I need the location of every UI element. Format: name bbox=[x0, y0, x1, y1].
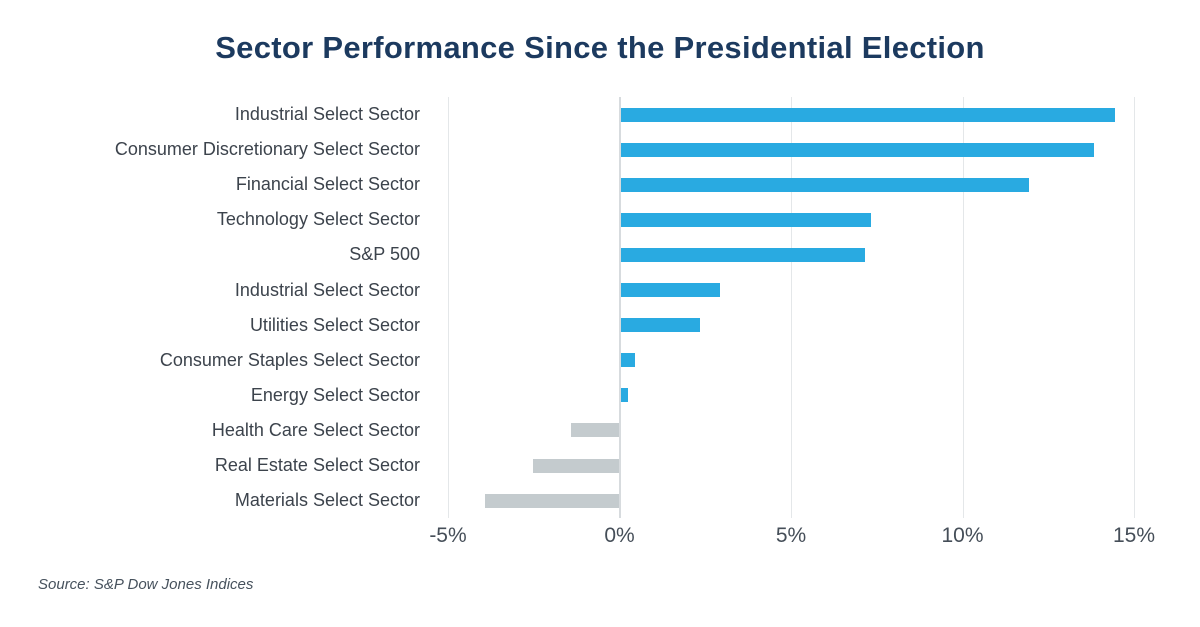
bar-row: Utilities Select Sector bbox=[0, 308, 1200, 343]
negative-bar bbox=[533, 458, 619, 473]
category-label: Consumer Discretionary Select Sector bbox=[114, 139, 420, 160]
positive-bar bbox=[621, 247, 865, 262]
negative-bar bbox=[570, 423, 619, 438]
zero-axis-line bbox=[618, 97, 621, 518]
x-axis-tick-label: -5% bbox=[429, 524, 467, 547]
category-label: Industrial Select Sector bbox=[234, 279, 420, 300]
bar-row: Financial Select Sector bbox=[0, 167, 1200, 202]
gridline bbox=[791, 97, 792, 518]
bar-row: Industrial Select Sector bbox=[0, 97, 1200, 132]
category-label: Energy Select Sector bbox=[250, 384, 420, 405]
x-axis-tick-label: 10% bbox=[941, 524, 984, 547]
positive-bar bbox=[621, 283, 721, 298]
chart-title: Sector Performance Since the Presidentia… bbox=[215, 30, 985, 65]
bar-row: Energy Select Sector bbox=[0, 378, 1200, 413]
positive-bar bbox=[621, 388, 628, 403]
category-label: Technology Select Sector bbox=[216, 209, 420, 230]
gridline bbox=[1134, 97, 1135, 518]
bar-row: Consumer Discretionary Select Sector bbox=[0, 132, 1200, 167]
category-label: Financial Select Sector bbox=[235, 174, 420, 195]
bar-row: Real Estate Select Sector bbox=[0, 448, 1200, 483]
bar-row: Health Care Select Sector bbox=[0, 413, 1200, 448]
x-axis-tick-label: 15% bbox=[1112, 524, 1156, 547]
category-label: S&P 500 bbox=[349, 244, 420, 265]
positive-bar bbox=[621, 318, 700, 333]
bar-row: Industrial Select Sector bbox=[0, 273, 1200, 308]
category-label: Health Care Select Sector bbox=[211, 419, 420, 440]
positive-bar bbox=[621, 212, 872, 227]
category-label: Utilities Select Sector bbox=[249, 314, 420, 335]
source-note: Source: S&P Dow Jones Indices bbox=[38, 576, 254, 593]
gridline bbox=[448, 97, 449, 518]
bar-row: Materials Select Sector bbox=[0, 483, 1200, 518]
negative-bar bbox=[485, 493, 619, 508]
bar-row: Technology Select Sector bbox=[0, 202, 1200, 237]
category-label: Consumer Staples Select Sector bbox=[159, 349, 420, 370]
positive-bar bbox=[621, 107, 1115, 122]
x-axis-tick-label: 0% bbox=[604, 524, 635, 547]
positive-bar bbox=[621, 353, 635, 368]
bar-row: S&P 500 bbox=[0, 237, 1200, 272]
x-axis-tick-label: 5% bbox=[775, 524, 807, 547]
bar-row: Consumer Staples Select Sector bbox=[0, 343, 1200, 378]
category-label: Real Estate Select Sector bbox=[214, 455, 420, 476]
gridline bbox=[962, 97, 964, 518]
category-label: Industrial Select Sector bbox=[234, 104, 420, 125]
positive-bar bbox=[621, 142, 1095, 157]
positive-bar bbox=[621, 177, 1030, 192]
category-label: Materials Select Sector bbox=[234, 490, 420, 511]
